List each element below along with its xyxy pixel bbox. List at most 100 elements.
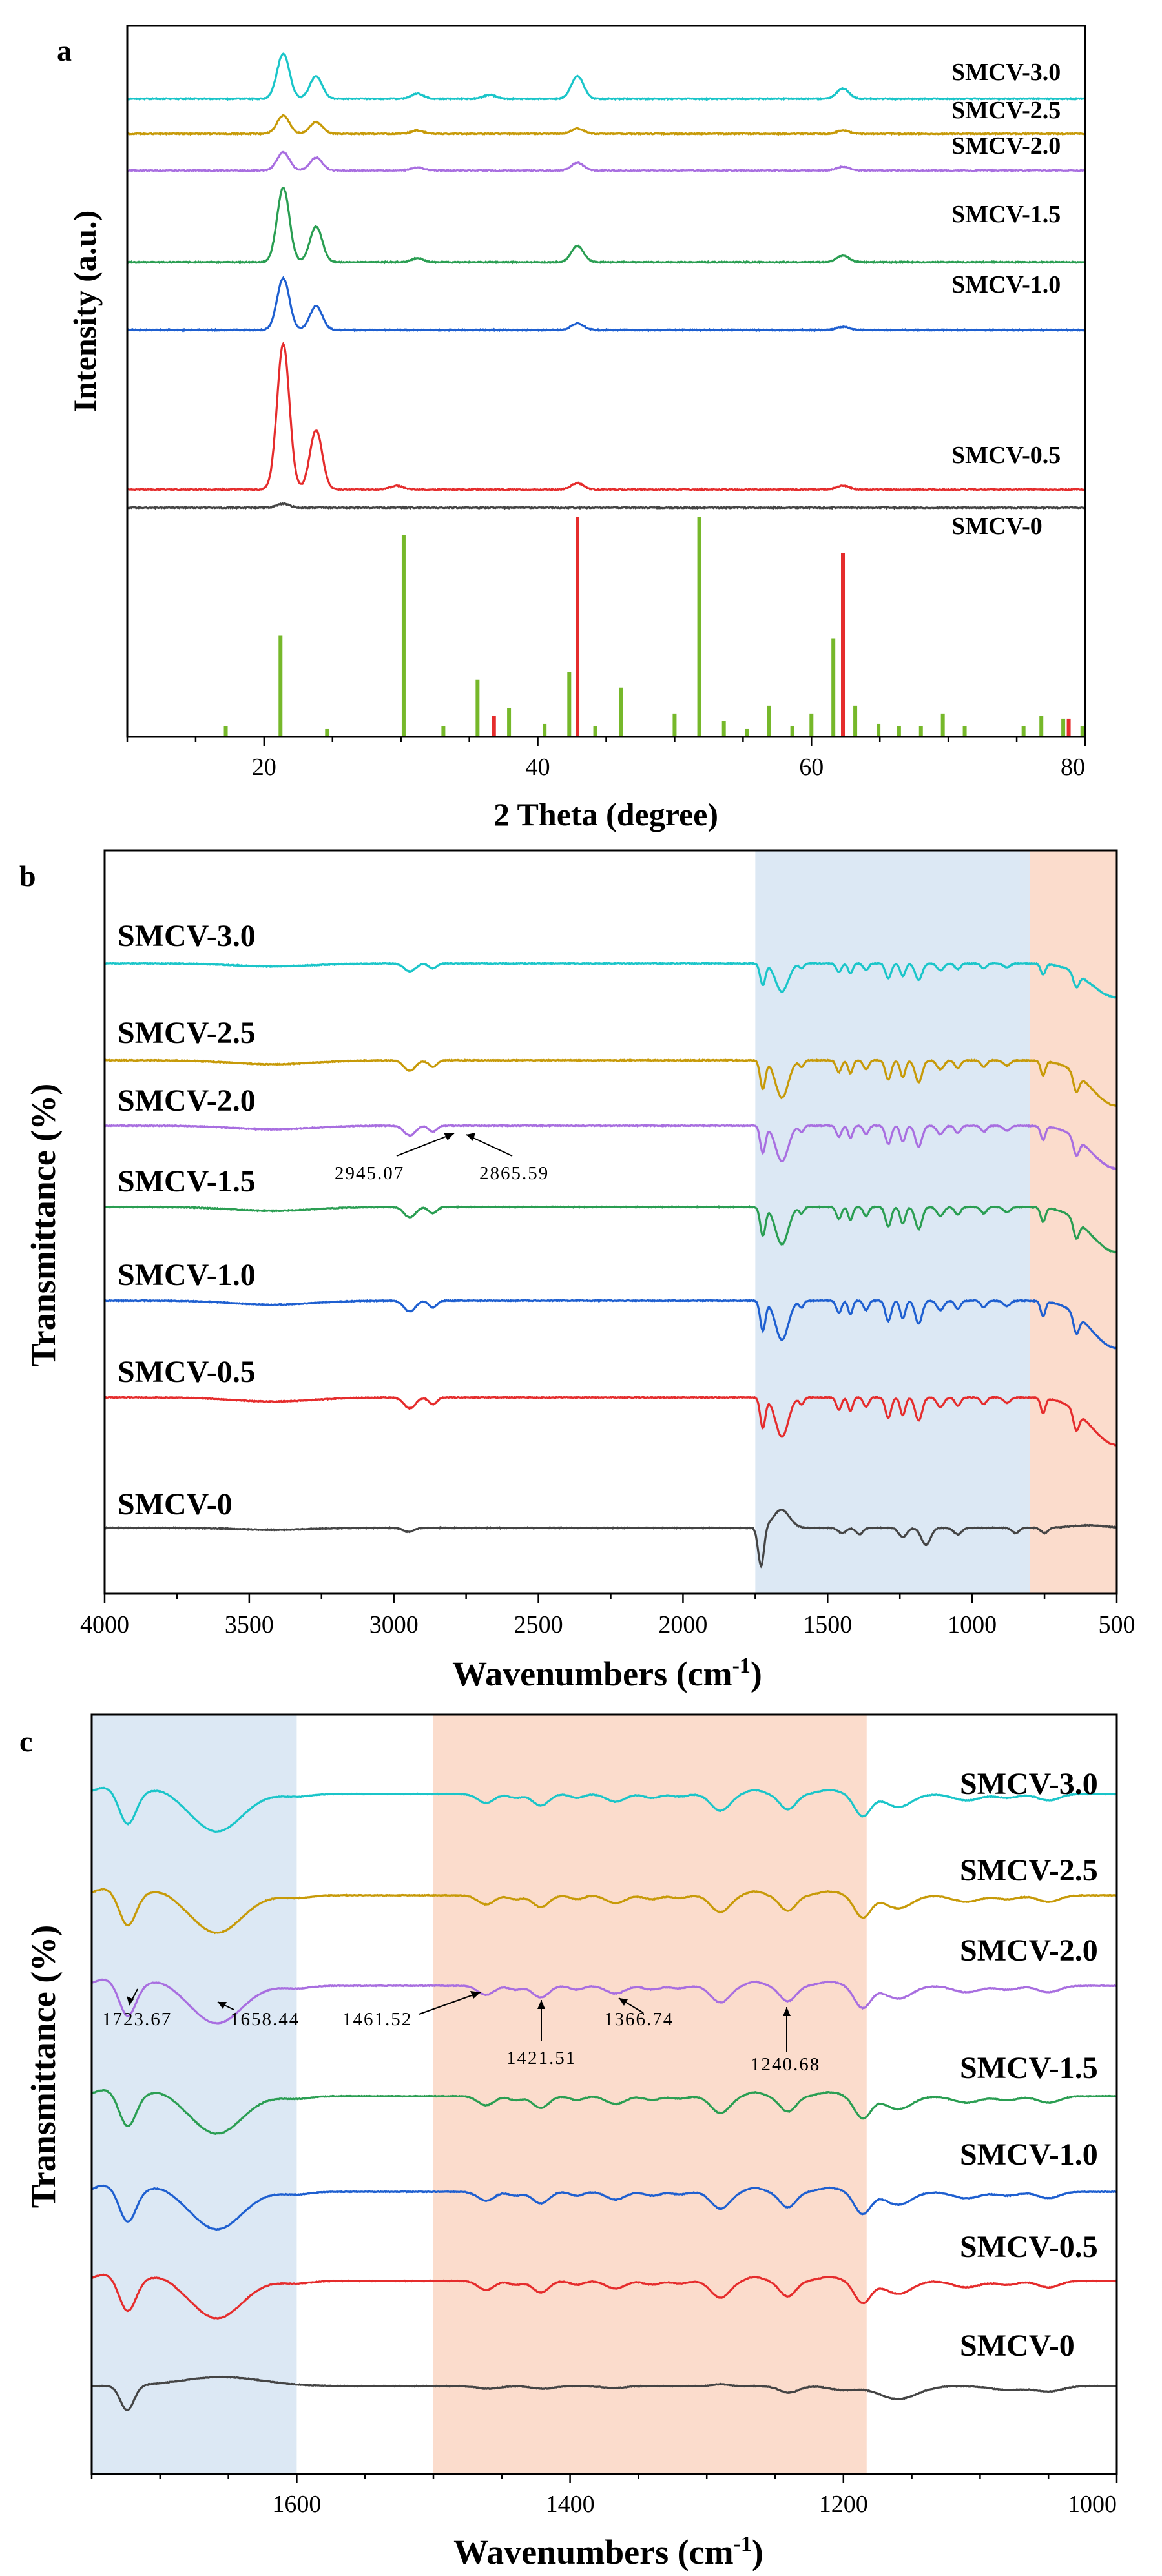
panel-a-frame <box>126 25 1086 738</box>
ftir-curve-smcv-1-0 <box>104 1298 1117 1350</box>
xrd-label-smcv-0-5: SMCV-0.5 <box>951 442 1061 469</box>
xrd-label-smcv-3-0: SMCV-3.0 <box>951 59 1061 86</box>
x-tick-label: 3000 <box>369 1611 419 1638</box>
arrowhead-2945 <box>444 1133 454 1140</box>
arrowhead-1240 <box>783 2007 791 2016</box>
xrd-curve-smcv-1-5 <box>126 187 1086 265</box>
panel-a-xrd: a SMCV-3.0 SMCV-2.5 SMCV-2.0 SMCV-1.5 SMCV-1… <box>57 25 1086 832</box>
annotation-2865: 2865.59 <box>479 1163 549 1184</box>
xrd-curve-smcv-2-5 <box>127 114 1086 136</box>
xrd-curve-smcv-1-0 <box>127 276 1086 333</box>
x-tick-label: 500 <box>1099 1611 1136 1638</box>
ftir-label-smcv-0-5: SMCV-0.5 <box>118 1355 256 1389</box>
x-tick-label: 4000 <box>80 1611 129 1638</box>
ftir-curve-smcv-3-0 <box>104 961 1117 999</box>
xrd-label-smcv-1-5: SMCV-1.5 <box>951 201 1061 228</box>
ftir-curve-smcv-0-5 <box>103 1395 1117 1447</box>
panel-a-curves <box>126 52 1086 510</box>
panel-a-x-axis-title: 2 Theta (degree) <box>493 796 718 832</box>
x-tick-label: 20 <box>252 754 276 781</box>
x-tick-label: 1600 <box>272 2491 321 2518</box>
x-tick-label: 1000 <box>1068 2491 1117 2518</box>
ftir-zoom-label-smcv-1-0: SMCV-1.0 <box>960 2138 1098 2172</box>
ftir-zoom-curve-smcv-0-5 <box>91 2273 1118 2320</box>
arrowhead-1366 <box>619 1998 628 2006</box>
ftir-zoom-curve-smcv-1-5 <box>91 2089 1117 2136</box>
ftir-zoom-label-smcv-3-0: SMCV-3.0 <box>960 1767 1098 1801</box>
x-tick-label: 2000 <box>658 1611 707 1638</box>
panel-a-series-labels: SMCV-3.0 SMCV-2.5 SMCV-2.0 SMCV-1.5 SMCV-1.0… <box>951 59 1061 540</box>
ftir-zoom-curve-smcv-2-0 <box>91 1978 1117 2025</box>
ftir-curve-smcv-0 <box>104 1509 1117 1569</box>
annotation-1658: 1658.44 <box>230 2009 300 2030</box>
panel-c-curves <box>90 1786 1118 2411</box>
ftir-zoom-label-smcv-1-5: SMCV-1.5 <box>960 2051 1098 2085</box>
ftir-label-smcv-2-0: SMCV-2.0 <box>118 1084 256 1118</box>
panel-b-ftir: b SMCV-3.0 SMCV-2.5 SMCV-2.0 SMCV-1.5 SMCV-1… <box>19 849 1136 1693</box>
panel-b-x-axis-title: Wavenumbers (cm-1) <box>452 1654 762 1693</box>
shaded-region-1 <box>433 1715 867 2474</box>
xrd-label-smcv-0: SMCV-0 <box>951 513 1043 540</box>
ftir-zoom-label-smcv-2-5: SMCV-2.5 <box>960 1853 1098 1888</box>
x-tick-label: 3500 <box>225 1611 274 1638</box>
panel-b-annotations: 2945.07 2865.59 <box>335 1133 549 1184</box>
panel-c-series-labels: SMCV-3.0 SMCV-2.5 SMCV-2.0 SMCV-1.5 SMCV-1.0… <box>960 1767 1098 2363</box>
ftir-label-smcv-1-0: SMCV-1.0 <box>118 1258 256 1292</box>
panel-a-x-ticks: 20 40 60 80 <box>126 737 1086 781</box>
annotation-1366: 1366.74 <box>604 2009 674 2030</box>
ftir-curve-smcv-2-5 <box>104 1058 1117 1107</box>
xrd-curve-smcv-3-0 <box>127 52 1086 101</box>
ftir-zoom-label-smcv-0-5: SMCV-0.5 <box>960 2230 1098 2264</box>
ftir-curve-smcv-2-0 <box>104 1123 1117 1171</box>
panel-c-x-ticks: 1600 1400 1200 1000 <box>90 2474 1118 2518</box>
panel-c-frame <box>90 1713 1118 2475</box>
panel-b-y-axis-title: Transmittance (%) <box>24 1084 63 1366</box>
ftir-zoom-curve-smcv-1-0 <box>91 2184 1117 2231</box>
panel-b-x-ticks: 4000 3500 3000 2500 2000 1500 1000 500 <box>80 1594 1136 1638</box>
panel-c-y-axis-title: Transmittance (%) <box>24 1925 63 2208</box>
panel-a-y-axis-title: Intensity (a.u.) <box>67 211 103 413</box>
panel-b-shaded-regions <box>755 850 1117 1594</box>
annotation-2945: 2945.07 <box>335 1163 404 1184</box>
xrd-curve-smcv-0 <box>127 502 1086 510</box>
arrowhead-1723 <box>127 1996 134 2005</box>
annotation-1240: 1240.68 <box>751 2054 820 2075</box>
x-tick-label: 40 <box>526 754 550 781</box>
xrd-label-smcv-2-0: SMCV-2.0 <box>951 132 1061 160</box>
xrd-curve-smcv-0-5 <box>127 342 1086 492</box>
annotation-arrow-2865 <box>466 1134 513 1157</box>
arrowhead-1421 <box>537 2000 545 2009</box>
arrowhead-1658 <box>218 2002 227 2009</box>
annotation-1421: 1421.51 <box>506 2048 576 2068</box>
arrowhead-2865 <box>466 1133 475 1141</box>
ftir-zoom-label-smcv-0: SMCV-0 <box>960 2329 1075 2363</box>
ftir-zoom-curve-smcv-2-5 <box>90 1888 1117 1935</box>
panel-b-letter: b <box>19 860 36 892</box>
ftir-zoom-label-smcv-2-0: SMCV-2.0 <box>960 1933 1098 1968</box>
panel-c-shaded-regions <box>92 1715 867 2474</box>
shaded-region-0 <box>755 850 1030 1594</box>
ftir-label-smcv-2-5: SMCV-2.5 <box>118 1016 256 1050</box>
xrd-curve-smcv-2-0 <box>127 150 1086 173</box>
annotation-arrow-2945 <box>396 1133 455 1157</box>
annotation-arrow-1461 <box>419 1992 481 2015</box>
x-tick-label: 60 <box>799 754 824 781</box>
panel-a-reference-lines <box>223 517 1084 737</box>
panel-c-ftir-zoom: c SMCV-3.0 SMCV-2.5 SMCV-2.0 SMCV-1.5 SMCV-1… <box>19 1713 1118 2571</box>
x-tick-label: 1000 <box>948 1611 997 1638</box>
arrowhead-1461 <box>470 1991 481 1999</box>
ftir-curve-smcv-1-5 <box>104 1204 1117 1254</box>
ftir-label-smcv-0: SMCV-0 <box>118 1487 233 1521</box>
x-tick-label: 1200 <box>819 2491 868 2518</box>
panel-b-curves <box>103 961 1117 1569</box>
annotation-1723: 1723.67 <box>102 2009 172 2030</box>
ftir-label-smcv-3-0: SMCV-3.0 <box>118 919 256 953</box>
panel-a-letter: a <box>57 34 72 67</box>
panel-b-series-labels: SMCV-3.0 SMCV-2.5 SMCV-2.0 SMCV-1.5 SMCV-1.0… <box>118 919 256 1521</box>
x-tick-label: 1400 <box>546 2491 595 2518</box>
ftir-zoom-curve-smcv-3-0 <box>90 1786 1117 1833</box>
xrd-label-smcv-2-5: SMCV-2.5 <box>951 97 1061 124</box>
panel-c-annotations: 1723.67 1658.44 1461.52 1421.51 1366.74 … <box>102 1988 820 2075</box>
annotation-1461: 1461.52 <box>342 2009 412 2030</box>
x-tick-label: 80 <box>1061 754 1085 781</box>
